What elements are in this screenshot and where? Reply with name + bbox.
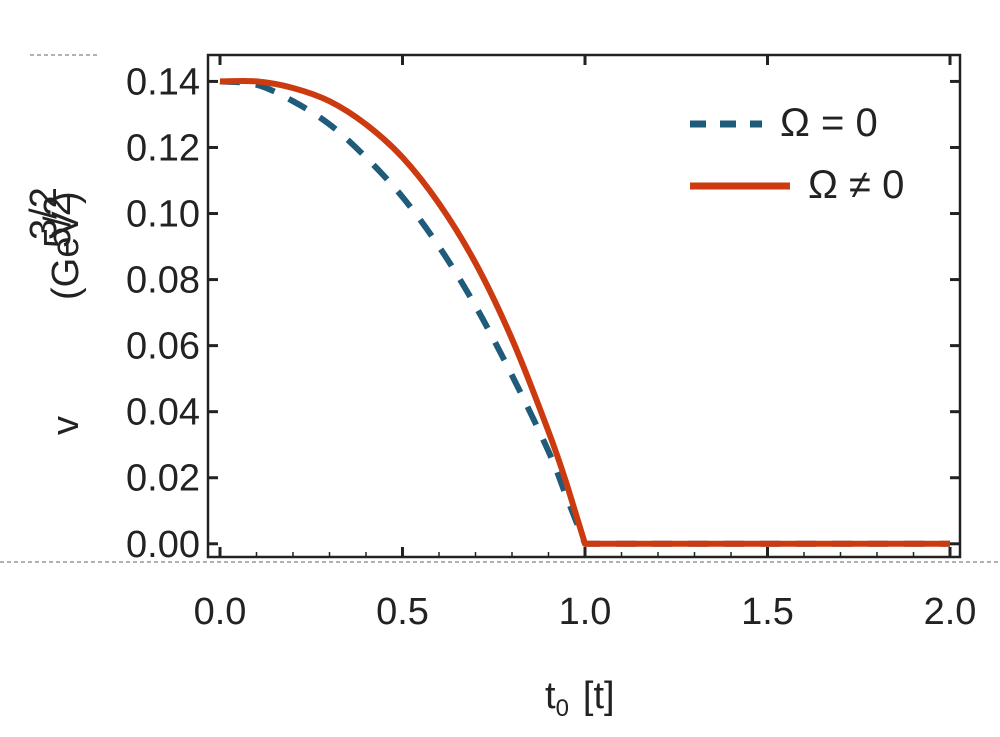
y-tick-label: 0.04 [126,392,200,434]
legend: Ω = 0 Ω ≠ 0 [690,101,904,207]
series-layer [219,77,950,547]
x-tick-label: 1.0 [559,591,612,633]
x-tick-label: 1.5 [741,591,794,633]
svg-text:v: v [45,416,87,435]
y-axis-label: v (GeV 3/2 5/2 ) [23,187,87,435]
svg-text:(GeV: (GeV [45,211,87,300]
svg-text:3/2: 3/2 [23,187,65,240]
y-tick-label: 0.08 [126,260,200,302]
svg-text:5/2: 5/2 [37,195,79,248]
x-tick-label: 0.0 [194,591,247,633]
x-tick-label: 2.0 [924,591,977,633]
y-tick-label: 0.02 [126,458,200,500]
x-axis-label: t0 [t] [545,675,615,722]
series-line-omega-zero [219,78,950,547]
y-tick-label: 0.12 [126,127,200,169]
svg-text:): ) [45,191,87,204]
legend-label-omega-zero: Ω = 0 [780,101,878,145]
y-tick-label: 0.00 [126,524,200,566]
y-tick-label: 0.10 [126,194,200,236]
y-tick-label: 0.14 [126,61,200,103]
y-tick-label: 0.06 [126,326,200,368]
x-tick-label: 0.5 [376,591,429,633]
series-line-omega-nonzero [219,77,950,547]
legend-label-omega-nonzero: Ω ≠ 0 [808,163,904,207]
axis-ticks [208,55,960,557]
tick-labels: 0.0 0.5 1.0 1.5 2.0 0.14 0.12 0.10 0.08 0.06 0.04 0… [126,61,976,633]
